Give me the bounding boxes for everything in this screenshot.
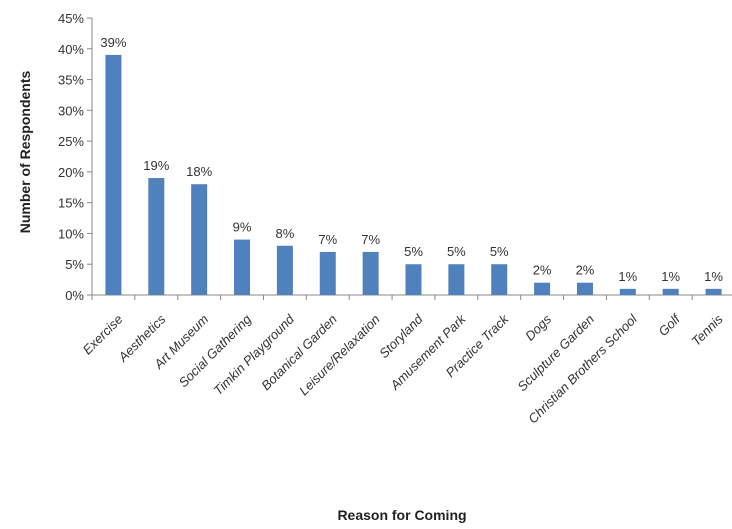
y-tick-label: 45%	[58, 11, 84, 26]
data-label: 7%	[361, 232, 380, 247]
bars-group	[105, 54, 722, 295]
bar	[405, 264, 422, 295]
y-axis-title: Number of Respondents	[17, 71, 33, 234]
bar	[576, 282, 593, 295]
category-label: Social Gathering	[176, 311, 255, 390]
data-label: 2%	[576, 263, 595, 278]
data-label: 8%	[276, 226, 295, 241]
category-label: Timkin Playground	[210, 311, 297, 398]
bar	[619, 288, 636, 295]
bar	[705, 288, 722, 295]
category-label: Amusement Park	[387, 310, 470, 393]
data-label: 1%	[618, 269, 637, 284]
data-label: 5%	[490, 244, 509, 259]
bar	[319, 251, 336, 295]
y-tick-label: 25%	[58, 134, 84, 149]
y-tick-label: 35%	[58, 73, 84, 88]
y-tick-label: 30%	[58, 103, 84, 118]
data-label: 7%	[318, 232, 337, 247]
data-label: 39%	[100, 35, 126, 50]
category-label: Botanical Garden	[258, 312, 340, 394]
bar	[662, 288, 679, 295]
y-axis-ticks: 0% 5% 10% 15% 20% 25% 30% 35% 40% 45%	[58, 11, 693, 303]
category-label: Tennis	[688, 311, 726, 349]
y-tick-label: 20%	[58, 165, 84, 180]
bar	[234, 239, 251, 295]
x-axis-title: Reason for Coming	[337, 507, 466, 523]
data-labels-group: 39% 19% 18% 9% 8% 7% 7% 5% 5% 5% 2% 2% 1% 1% 1%	[100, 35, 723, 284]
category-label: Leisure/Relaxation	[296, 312, 383, 399]
data-label: 19%	[143, 158, 169, 173]
bar	[148, 178, 165, 295]
data-label: 5%	[447, 244, 466, 259]
y-tick-label: 10%	[58, 226, 84, 241]
category-label: Sculpture Garden	[514, 312, 597, 395]
bar	[534, 282, 551, 295]
bar	[276, 245, 293, 295]
data-label: 1%	[661, 269, 680, 284]
data-label: 2%	[533, 263, 552, 278]
bar	[191, 184, 208, 295]
data-label: 5%	[404, 244, 423, 259]
data-label: 18%	[186, 164, 212, 179]
data-label: 1%	[704, 269, 723, 284]
y-tick-label: 40%	[58, 42, 84, 57]
bar	[362, 251, 379, 295]
bar	[448, 264, 465, 295]
y-tick-label: 15%	[58, 196, 84, 211]
bar	[105, 54, 122, 295]
bar	[491, 264, 508, 295]
y-tick-label: 5%	[65, 257, 84, 272]
category-label: Golf	[655, 311, 683, 339]
category-label: Dogs	[522, 311, 554, 343]
y-tick-label: 0%	[65, 288, 84, 303]
data-label: 9%	[233, 220, 252, 235]
